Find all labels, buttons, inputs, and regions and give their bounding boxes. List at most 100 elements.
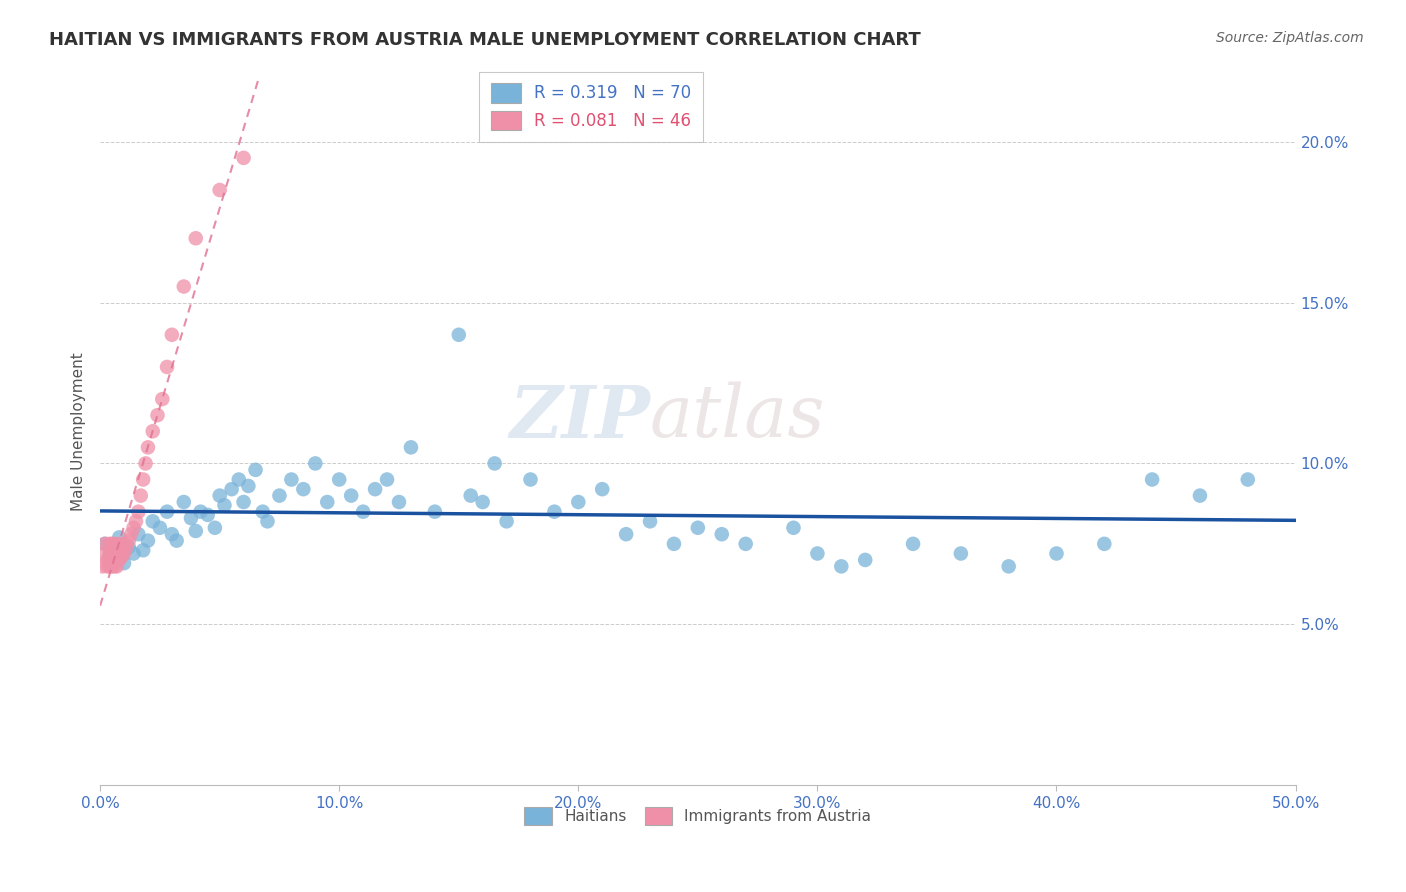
Point <box>156 359 179 374</box>
Point <box>543 505 565 519</box>
Point <box>108 530 131 544</box>
Point <box>142 424 165 438</box>
Point <box>98 559 121 574</box>
Point <box>142 514 165 528</box>
Point <box>460 489 482 503</box>
Point <box>173 495 195 509</box>
Point <box>567 495 589 509</box>
Point <box>252 505 274 519</box>
Point <box>519 473 541 487</box>
Point <box>94 537 117 551</box>
Point <box>98 549 121 564</box>
Point <box>103 559 125 574</box>
Point <box>105 553 128 567</box>
Point <box>830 559 852 574</box>
Point <box>1140 473 1163 487</box>
Point <box>399 441 422 455</box>
Point <box>96 553 118 567</box>
Point <box>111 549 134 564</box>
Point <box>96 559 118 574</box>
Point <box>101 559 124 574</box>
Point <box>375 473 398 487</box>
Point <box>111 543 134 558</box>
Point <box>156 505 179 519</box>
Point <box>304 457 326 471</box>
Text: ZIP: ZIP <box>509 382 650 452</box>
Point <box>423 505 446 519</box>
Point <box>149 521 172 535</box>
Point <box>638 514 661 528</box>
Point <box>184 524 207 538</box>
Point <box>103 543 125 558</box>
Point <box>98 537 121 551</box>
Point <box>115 540 138 554</box>
Point <box>238 479 260 493</box>
Point <box>782 521 804 535</box>
Point <box>997 559 1019 574</box>
Point <box>1045 547 1067 561</box>
Point <box>132 473 155 487</box>
Point <box>105 540 128 554</box>
Point <box>105 547 128 561</box>
Text: atlas: atlas <box>650 382 825 452</box>
Point <box>108 547 131 561</box>
Point <box>122 521 145 535</box>
Point <box>173 279 195 293</box>
Point <box>352 505 374 519</box>
Point <box>232 151 254 165</box>
Point <box>232 495 254 509</box>
Point <box>125 514 148 528</box>
Point <box>136 441 159 455</box>
Point <box>686 521 709 535</box>
Point <box>108 537 131 551</box>
Point <box>103 547 125 561</box>
Point <box>101 537 124 551</box>
Text: Source: ZipAtlas.com: Source: ZipAtlas.com <box>1216 31 1364 45</box>
Point <box>662 537 685 551</box>
Point <box>495 514 517 528</box>
Point <box>127 527 149 541</box>
Point <box>118 540 141 554</box>
Point <box>135 457 157 471</box>
Point <box>388 495 411 509</box>
Point <box>190 505 212 519</box>
Point <box>949 547 972 561</box>
Point <box>328 473 350 487</box>
Point <box>204 521 226 535</box>
Point <box>1092 537 1115 551</box>
Point <box>591 482 613 496</box>
Point <box>108 553 131 567</box>
Point <box>101 547 124 561</box>
Point <box>103 553 125 567</box>
Point <box>150 392 173 406</box>
Point <box>734 537 756 551</box>
Point <box>118 533 141 548</box>
Point <box>91 559 114 574</box>
Point <box>710 527 733 541</box>
Point <box>160 327 183 342</box>
Point <box>228 473 250 487</box>
Point <box>112 537 135 551</box>
Point <box>129 489 152 503</box>
Legend: Haitians, Immigrants from Austria: Haitians, Immigrants from Austria <box>515 798 880 834</box>
Point <box>197 508 219 522</box>
Point <box>614 527 637 541</box>
Point <box>94 547 117 561</box>
Point <box>280 473 302 487</box>
Point <box>901 537 924 551</box>
Point <box>256 514 278 528</box>
Point <box>214 498 236 512</box>
Point <box>105 559 128 574</box>
Point <box>180 511 202 525</box>
Point <box>269 489 291 503</box>
Point <box>340 489 363 503</box>
Point <box>127 505 149 519</box>
Point <box>184 231 207 245</box>
Point <box>853 553 876 567</box>
Point <box>1188 489 1211 503</box>
Point <box>122 547 145 561</box>
Point <box>292 482 315 496</box>
Point <box>132 543 155 558</box>
Point <box>245 463 267 477</box>
Point <box>120 527 142 541</box>
